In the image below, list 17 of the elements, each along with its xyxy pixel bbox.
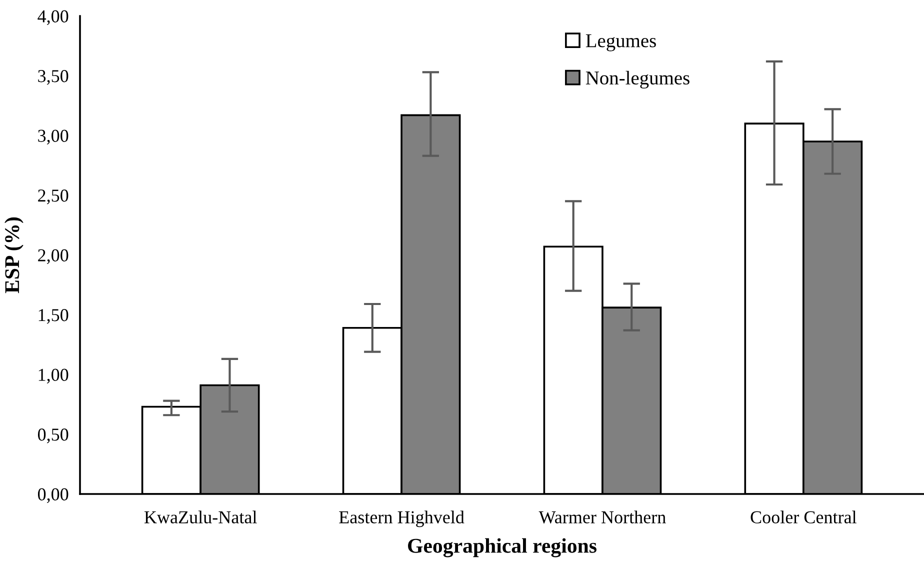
y-tick-label: 3,00 [38, 130, 68, 145]
legend-label: Non-legumes [586, 70, 690, 89]
y-tick-label: 0,00 [38, 488, 68, 504]
y-tick-label: 3,50 [38, 70, 68, 85]
y-tick-label: 4,00 [38, 10, 68, 26]
x-tick-label: Eastern Highveld [339, 510, 464, 528]
y-axis-title: ESP (%) [4, 217, 24, 294]
y-tick-label: 2,50 [38, 190, 68, 204]
x-tick-label: KwaZulu-Natal [144, 510, 257, 524]
x-tick-label: Cooler Central [750, 510, 856, 524]
x-tick-label: Warmer Northern [538, 510, 666, 524]
y-tick-label: 1,00 [38, 368, 68, 384]
legend-label: Legumes [586, 34, 656, 52]
y-tick-label: 1,50 [38, 309, 68, 324]
x-axis-title: Geographical regions [408, 538, 596, 558]
y-tick-label: 2,00 [38, 249, 68, 264]
y-tick-label: 0,50 [38, 428, 68, 444]
